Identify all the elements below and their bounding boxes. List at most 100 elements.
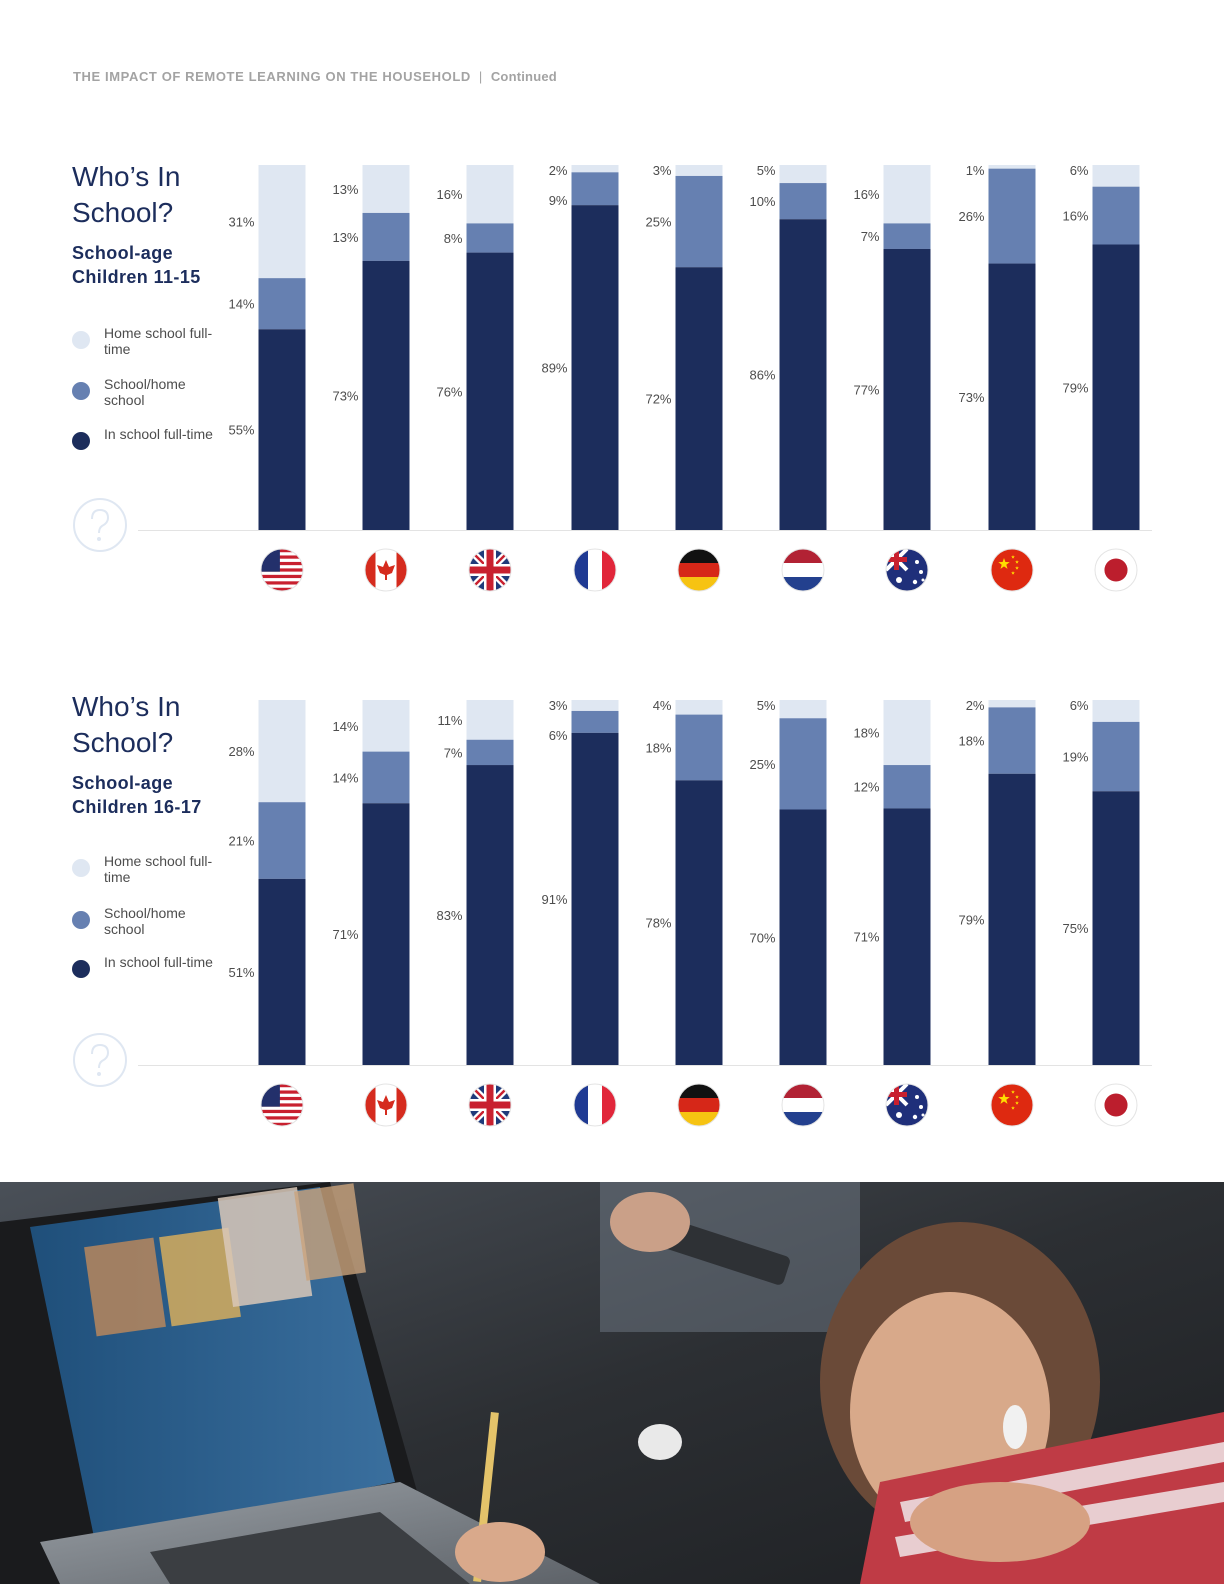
bar-segment-inschool <box>1092 244 1140 530</box>
data-label-mixed: 9% <box>549 193 568 208</box>
chart-section-11-15: Who’s In School? School-age Children 11-… <box>0 155 1224 625</box>
bar-segment-inschool <box>258 878 306 1065</box>
data-label-inschool: 83% <box>436 908 462 923</box>
data-label-inschool: 75% <box>1062 921 1088 936</box>
legend-label-home: Home school full-time <box>104 325 213 357</box>
bar-segment-mixed <box>1092 721 1140 792</box>
bar-segment-mixed <box>988 168 1036 264</box>
data-label-inschool: 55% <box>228 423 254 438</box>
data-label-inschool: 78% <box>645 916 671 931</box>
bar-segment-home <box>466 700 514 740</box>
data-label-home: 16% <box>853 187 879 202</box>
bar-segment-home <box>988 700 1036 708</box>
data-label-inschool: 77% <box>853 382 879 397</box>
legend-swatch-mixed <box>72 382 90 400</box>
bar-segment-home <box>362 165 410 213</box>
data-label-inschool: 72% <box>645 392 671 407</box>
legend-swatch-home <box>72 331 90 349</box>
bar-group: 5% 10% 86% <box>749 163 827 530</box>
bar-segment-mixed <box>466 739 514 766</box>
legend-swatch-inschool <box>72 960 90 978</box>
bar-segment-inschool <box>466 765 514 1065</box>
uk-flag-icon <box>468 548 512 592</box>
bar-group: 16% 7% 77% <box>853 165 931 530</box>
legend-swatch-inschool <box>72 432 90 450</box>
running-head: THE IMPACT OF REMOTE LEARNING ON THE HOU… <box>73 69 557 84</box>
bar-segment-inschool <box>779 809 827 1065</box>
chart-title: Who’s In School? <box>72 161 181 228</box>
canada-flag-icon <box>364 548 408 592</box>
bar-segment-home <box>988 165 1036 169</box>
bar-segment-inschool <box>466 252 514 530</box>
bar-segment-mixed <box>571 172 619 206</box>
bar-segment-home <box>466 165 514 224</box>
legend-label-inschool: In school full-time <box>104 954 213 970</box>
data-label-mixed: 10% <box>749 194 775 209</box>
bar-group: 4% 18% 78% <box>645 698 723 1065</box>
legend-swatch-home <box>72 859 90 877</box>
bar-segment-home <box>258 165 306 279</box>
data-label-inschool: 79% <box>958 912 984 927</box>
bar-segment-mixed <box>258 802 306 879</box>
data-label-home: 2% <box>549 163 568 178</box>
bar-segment-inschool <box>988 263 1036 530</box>
bar-segment-inschool <box>571 205 619 530</box>
legend-label-mixed: School/home school <box>104 905 186 937</box>
bar-group: 3% 6% 91% <box>541 698 619 1065</box>
germany-flag-icon <box>677 548 721 592</box>
bar-group: 5% 25% 70% <box>749 698 827 1065</box>
bar-segment-inschool <box>1092 791 1140 1065</box>
legend-swatch-mixed <box>72 911 90 929</box>
photo <box>0 1182 1224 1584</box>
bar-segment-mixed <box>362 212 410 261</box>
data-label-mixed: 14% <box>332 770 358 785</box>
question-icon <box>73 1033 127 1087</box>
legend-label-mixed: School/home school <box>104 376 186 408</box>
australia-flag-icon <box>885 1083 929 1127</box>
data-label-mixed: 8% <box>444 231 463 246</box>
data-label-mixed: 25% <box>749 757 775 772</box>
chart-section-16-17: Who’s In School? School-age Children 16-… <box>0 690 1224 1160</box>
bar-group: 3% 25% 72% <box>645 163 723 530</box>
bar-segment-mixed <box>779 183 827 220</box>
japan-flag-icon <box>1094 548 1138 592</box>
bar-segment-home <box>675 165 723 176</box>
china-flag-icon <box>990 548 1034 592</box>
data-label-mixed: 14% <box>228 297 254 312</box>
data-label-inschool: 79% <box>1062 380 1088 395</box>
data-label-inschool: 73% <box>332 388 358 403</box>
bar-segment-inschool <box>675 780 723 1065</box>
data-label-home: 6% <box>1070 698 1089 713</box>
bar-group: 6% 16% 79% <box>1062 163 1140 530</box>
bar-group: 1% 26% 73% <box>958 163 1036 530</box>
bar-segment-inschool <box>675 267 723 530</box>
legend-label-inschool: In school full-time <box>104 426 213 442</box>
us-flag-icon <box>260 1083 304 1127</box>
data-label-home: 3% <box>653 163 672 178</box>
us-flag-icon <box>260 548 304 592</box>
bar-group: 13% 13% 73% <box>332 165 410 530</box>
bar-segment-home <box>883 700 931 766</box>
bar-group: 16% 8% 76% <box>436 165 514 530</box>
data-label-inschool: 51% <box>228 965 254 980</box>
stacked-bar-plot: 28% 21% 51% 14% 14% 71% 11% 7% 83% 3% 6% 91% 4% 18% 78… <box>138 698 1152 1127</box>
bar-segment-home <box>779 700 827 719</box>
bar-segment-mixed <box>675 714 723 781</box>
france-flag-icon <box>573 1083 617 1127</box>
bar-segment-mixed <box>779 718 827 810</box>
bar-segment-home <box>571 700 619 711</box>
chart-sidebar: Who’s In School? School-age Children 16-… <box>72 690 232 978</box>
bar-group: 28% 21% 51% <box>228 700 306 1065</box>
data-label-inschool: 89% <box>541 361 567 376</box>
bar-segment-mixed <box>258 278 306 330</box>
stacked-bar-plot: 31% 14% 55% 13% 13% 73% 16% 8% 76% 2% 9% 89% 3% 25% 72… <box>138 163 1152 592</box>
netherlands-flag-icon <box>781 548 825 592</box>
data-label-inschool: 86% <box>749 368 775 383</box>
bar-segment-home <box>258 700 306 803</box>
data-label-home: 28% <box>228 744 254 759</box>
data-label-mixed: 18% <box>645 740 671 755</box>
data-label-home: 14% <box>332 719 358 734</box>
bar-segment-home <box>675 700 723 715</box>
bar-segment-mixed <box>883 223 931 249</box>
data-label-inschool: 73% <box>958 390 984 405</box>
